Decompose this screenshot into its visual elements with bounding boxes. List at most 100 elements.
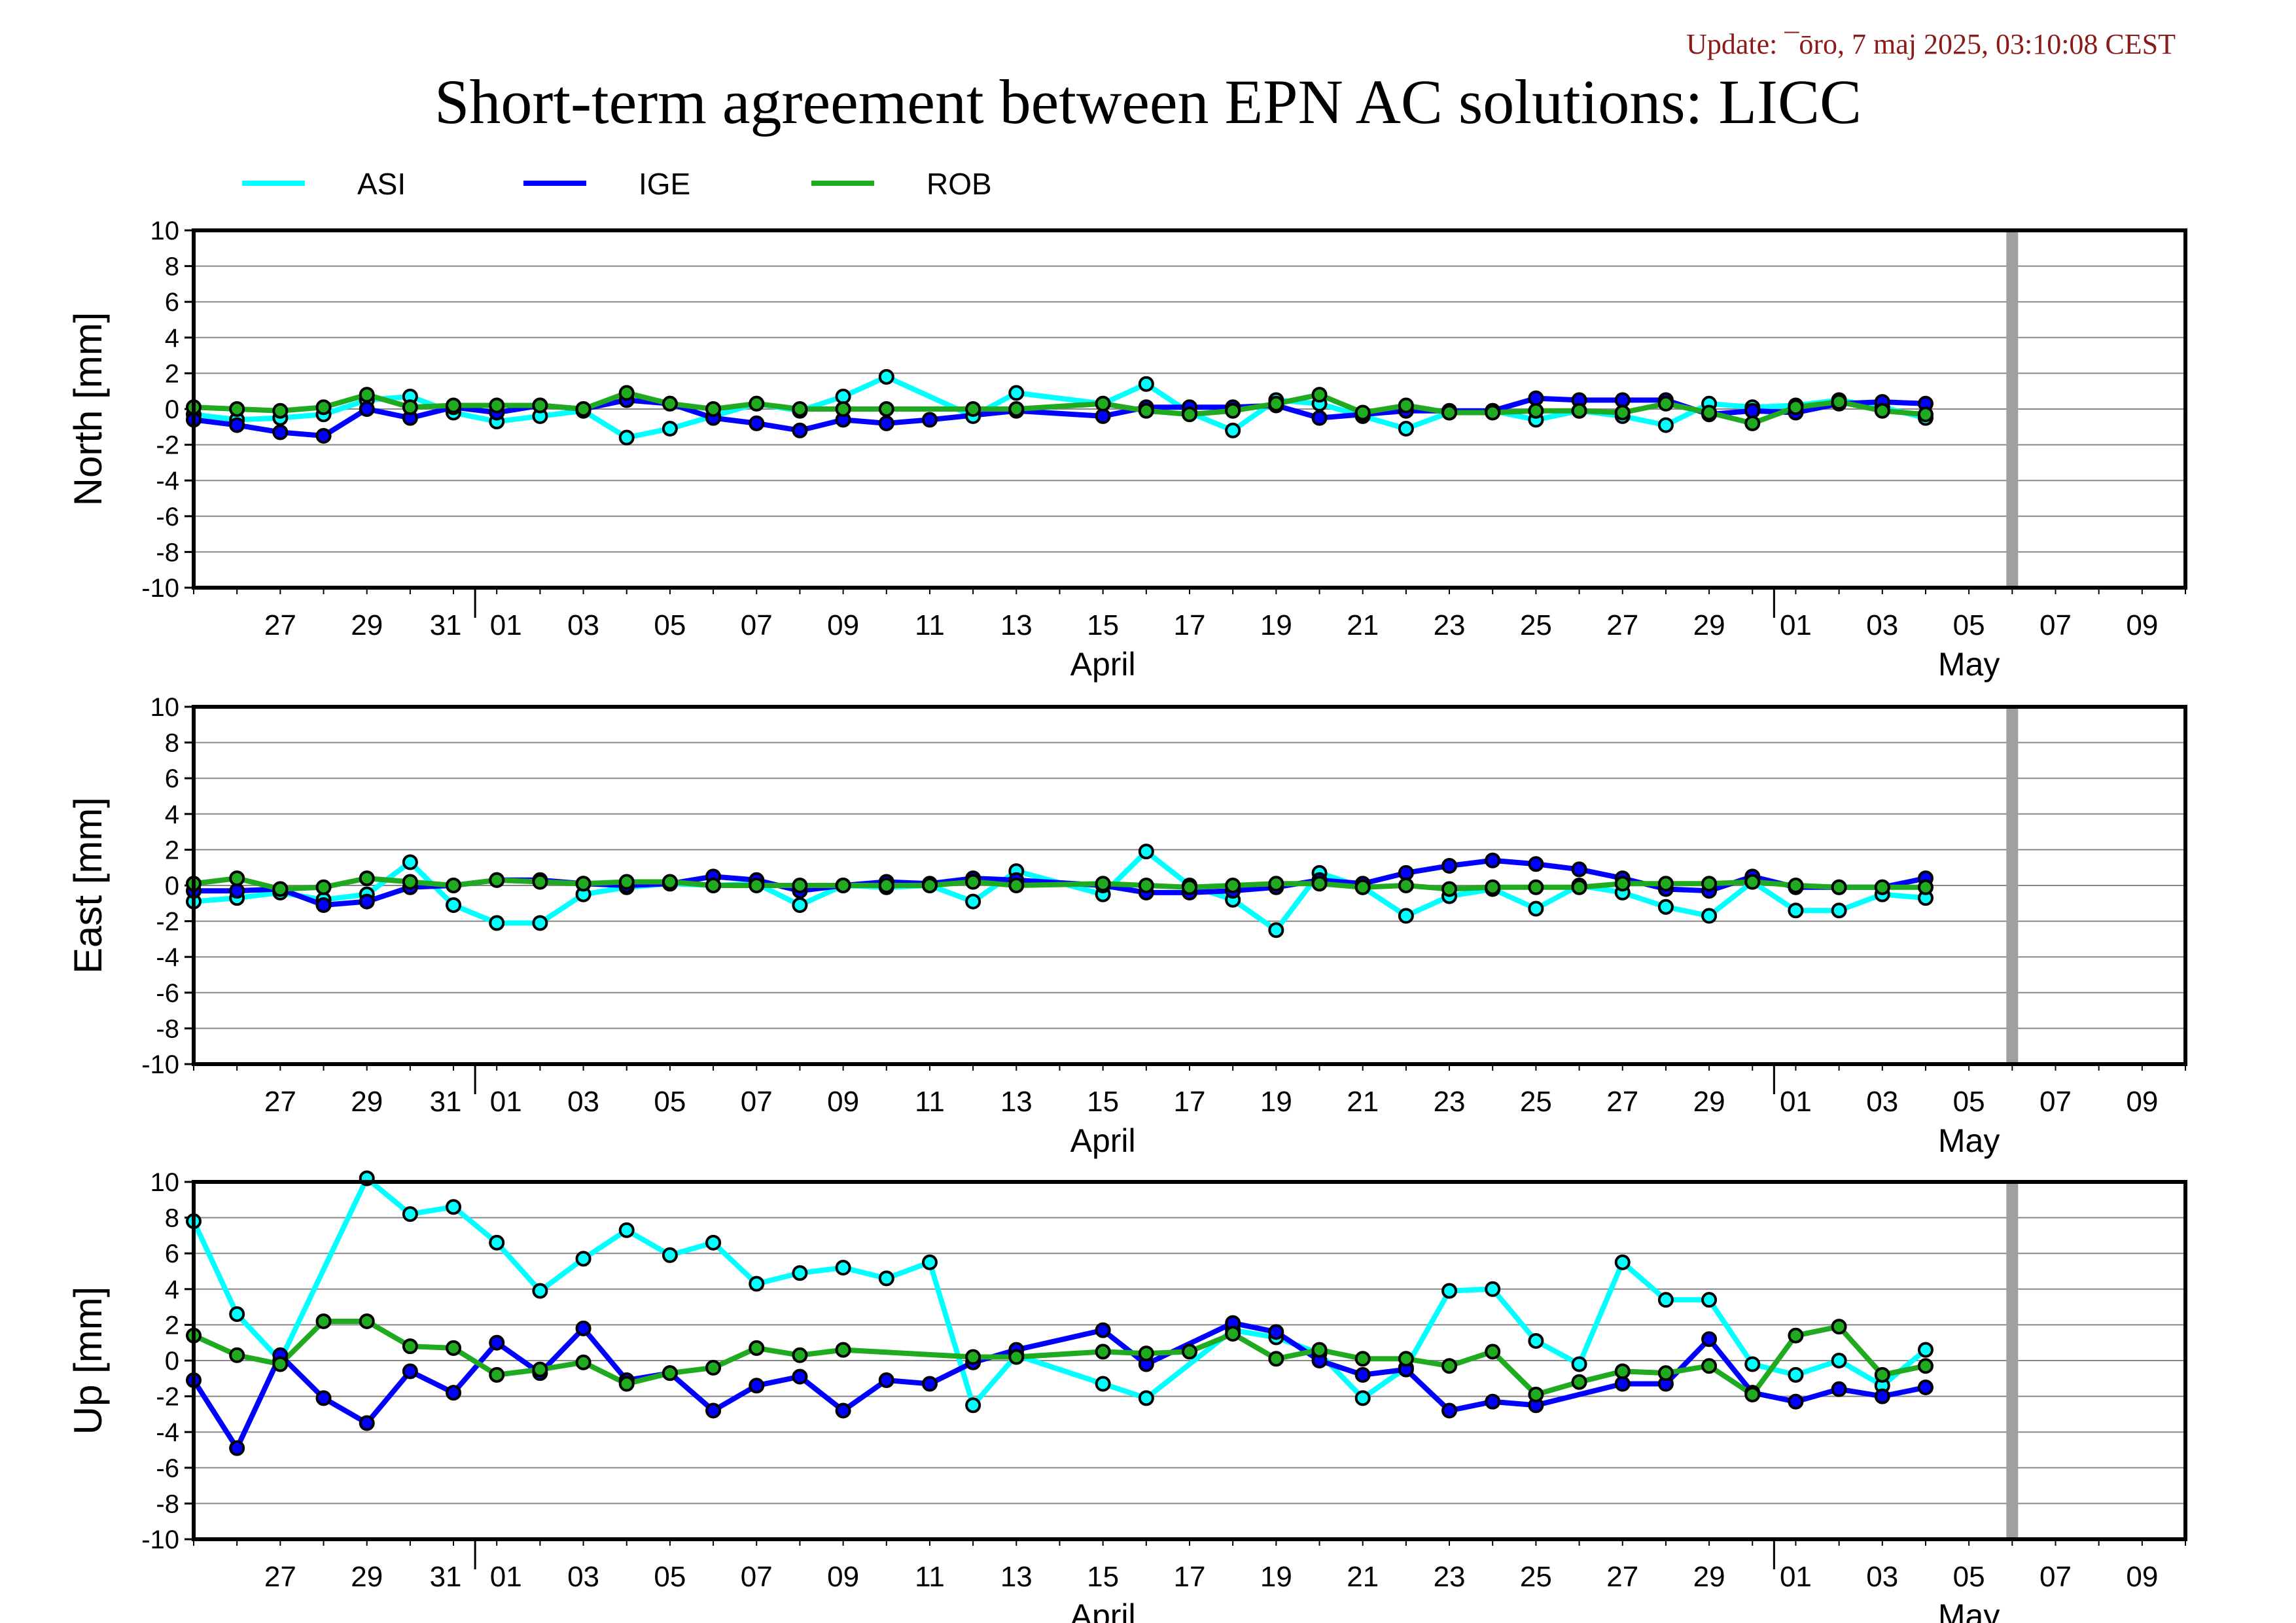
data-point-asi: [402, 1206, 418, 1222]
data-point-rob: [1311, 876, 1328, 892]
x-tick-label: 29: [1693, 1561, 1725, 1593]
x-tick-label: 15: [1087, 609, 1119, 641]
data-point-asi: [1657, 417, 1674, 433]
data-point-rob: [618, 385, 635, 401]
x-tick-label: 29: [1693, 1086, 1725, 1118]
data-point-rob: [532, 397, 548, 414]
data-point-asi: [1485, 1281, 1501, 1297]
data-point-rob: [835, 878, 851, 893]
x-tick-label: 11: [915, 1561, 945, 1593]
data-point-asi: [489, 915, 505, 931]
x-tick-label: 09: [827, 609, 859, 641]
data-point-ige: [1268, 1324, 1284, 1340]
x-tick-label: 07: [741, 1561, 773, 1593]
data-point-rob: [1657, 395, 1674, 412]
y-tick-label: 8: [165, 1204, 179, 1233]
data-point-asi: [1744, 1356, 1761, 1372]
x-tick-label: 19: [1260, 1561, 1292, 1593]
plot-frame: [192, 705, 2187, 1066]
data-point-asi: [575, 1251, 592, 1267]
data-point-asi: [618, 429, 635, 446]
data-point-ige: [402, 1363, 418, 1380]
x-tick-label: 05: [1953, 1086, 1985, 1118]
data-point-rob: [1354, 879, 1371, 895]
data-point-ige: [1354, 1366, 1371, 1383]
y-tick-label: 0: [165, 395, 179, 424]
x-tick-label: 01: [490, 609, 522, 641]
data-point-asi: [229, 1306, 245, 1323]
data-point-ige: [359, 1415, 375, 1431]
x-tick-label: 03: [567, 1561, 599, 1593]
x-tick-label: 05: [654, 609, 686, 641]
data-point-rob: [1354, 1351, 1371, 1367]
data-point-asi: [835, 388, 851, 404]
data-point-asi: [1917, 1342, 1934, 1358]
data-point-asi: [792, 1265, 808, 1281]
data-point-rob: [878, 878, 894, 893]
x-tick-label: 01: [1780, 1561, 1812, 1593]
y-axis-label: East [mm]: [66, 797, 110, 974]
data-point-rob: [229, 401, 245, 417]
data-point-rob: [618, 874, 635, 890]
legend-swatch-rob: [811, 181, 874, 186]
x-tick-label: 31: [430, 609, 462, 641]
data-point-rob: [792, 401, 808, 417]
data-point-rob: [1917, 1358, 1934, 1374]
data-point-ige: [1398, 865, 1414, 881]
data-point-rob: [1657, 876, 1674, 892]
data-point-asi: [1831, 1353, 1847, 1368]
data-point-rob: [1831, 1319, 1847, 1335]
data-point-asi: [965, 1397, 981, 1414]
data-point-rob: [1398, 878, 1414, 893]
series-line-rob: [193, 876, 1926, 892]
data-point-rob: [489, 872, 505, 888]
data-point-rob: [1744, 1386, 1761, 1402]
x-tick-label: 29: [351, 609, 383, 641]
y-tick-label: 10: [150, 1168, 180, 1197]
y-tick-label: 8: [165, 729, 179, 758]
data-point-rob: [1788, 1327, 1804, 1344]
data-point-rob: [1744, 874, 1761, 890]
data-point-rob: [575, 1354, 592, 1370]
y-tick-label: 10: [150, 217, 180, 245]
data-point-rob: [965, 1349, 981, 1365]
data-point-rob: [1528, 402, 1544, 419]
y-tick-label: -10: [141, 1050, 179, 1079]
data-point-rob: [1831, 394, 1847, 410]
data-point-asi: [1138, 376, 1154, 392]
data-point-ige: [1614, 392, 1631, 408]
data-point-asi: [921, 1254, 938, 1270]
data-point-rob: [575, 876, 592, 892]
data-point-ige: [1831, 1381, 1847, 1397]
data-point-rob: [1138, 878, 1154, 893]
data-point-asi: [1354, 1390, 1371, 1406]
x-tick-label: 25: [1520, 609, 1552, 641]
data-point-rob: [1138, 402, 1154, 419]
x-tick-label: 17: [1174, 1086, 1206, 1118]
data-point-rob: [272, 402, 289, 419]
x-tick-label: 01: [490, 1561, 522, 1593]
x-tick-label: 23: [1434, 1561, 1466, 1593]
x-month-label: April: [1070, 646, 1136, 683]
data-point-rob: [1354, 404, 1371, 421]
data-point-rob: [662, 874, 678, 890]
data-point-rob: [1311, 1342, 1328, 1358]
data-point-rob: [359, 870, 375, 887]
data-point-rob: [749, 395, 765, 412]
data-point-rob: [1008, 1349, 1025, 1365]
x-tick-label: 27: [1606, 1086, 1638, 1118]
x-tick-label: 03: [567, 1086, 599, 1118]
x-month-label: April: [1070, 1122, 1136, 1159]
data-point-rob: [618, 1376, 635, 1392]
data-point-ige: [1528, 390, 1544, 406]
y-tick-label: 2: [165, 1311, 179, 1340]
y-tick-label: 0: [165, 1347, 179, 1376]
data-point-rob: [229, 870, 245, 887]
data-point-rob: [705, 878, 722, 893]
data-point-asi: [1788, 1366, 1804, 1383]
data-point-rob: [1831, 879, 1847, 895]
data-point-ige: [1095, 1322, 1111, 1338]
data-point-ige: [705, 1402, 722, 1419]
x-tick-label: 27: [264, 1086, 296, 1118]
